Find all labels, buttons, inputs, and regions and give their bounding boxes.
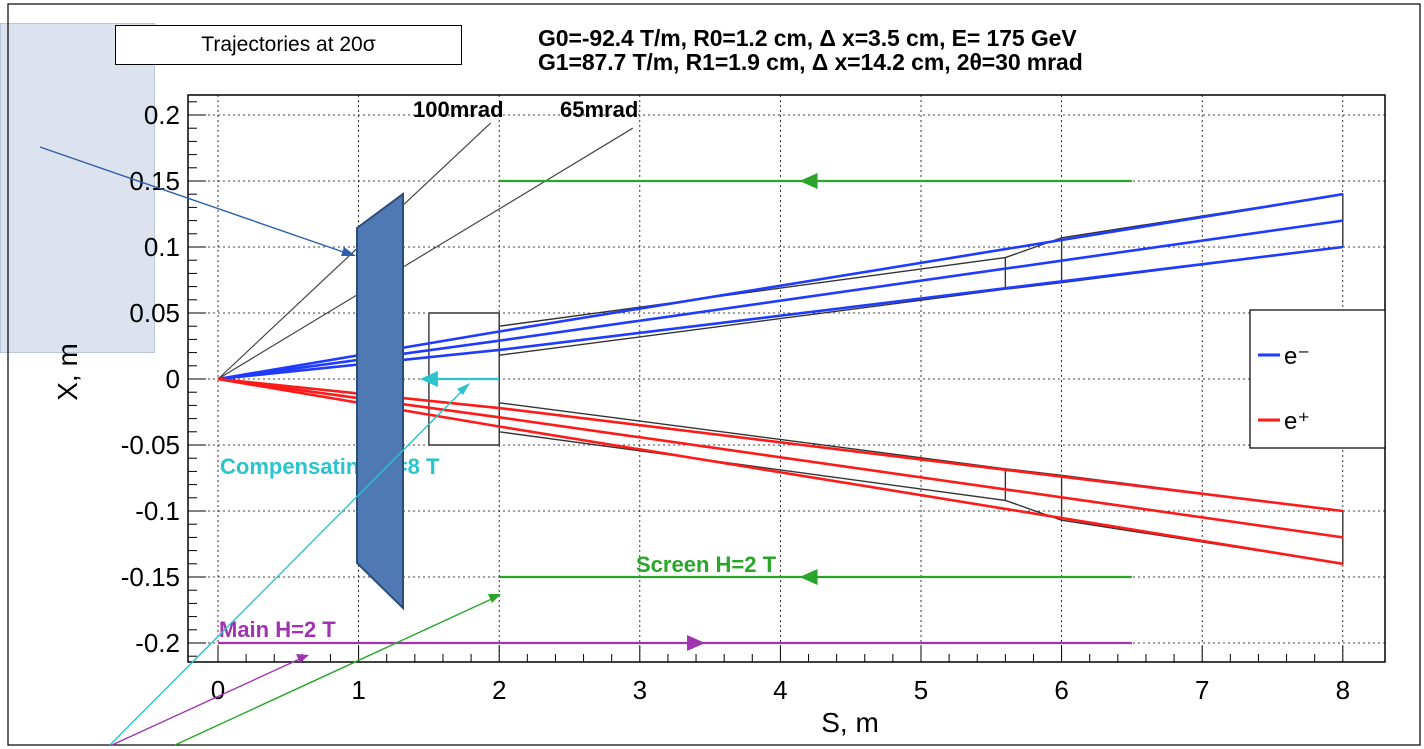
angle-line [217, 127, 634, 380]
x-tick-label: 8 [1336, 675, 1350, 705]
x-tick-label: 3 [633, 675, 647, 705]
pointer-line [174, 596, 497, 746]
angle-line [217, 122, 492, 380]
x-tick-label: 4 [773, 675, 787, 705]
legend-label: e⁻ [1284, 343, 1310, 370]
field-arrow [687, 635, 706, 651]
field-arrow [799, 569, 818, 585]
trajectory-line [217, 377, 1343, 513]
pointer-arrowhead [296, 654, 309, 663]
trajectory-line [217, 377, 1343, 539]
x-tick-label: 7 [1195, 675, 1209, 705]
angle-label: 65mrad [560, 97, 638, 122]
field-arrow [799, 173, 818, 189]
figure-frame [7, 3, 1421, 746]
y-tick-label: -0.2 [135, 628, 180, 658]
trajectory-line [217, 219, 1343, 381]
angle-label: 100mrad [413, 97, 504, 122]
overlay-shape [356, 192, 404, 611]
x-tick-label: 2 [492, 675, 506, 705]
y-tick-label: -0.15 [121, 562, 180, 592]
pointer-line [109, 386, 467, 746]
parameter-line-1: G0=-92.4 T/m, R0=1.2 cm, Δ x=3.5 cm, E= … [538, 25, 1077, 51]
trajectory-line [217, 245, 1343, 381]
x-axis-label: S, m [821, 707, 879, 738]
x-tick-label: 6 [1054, 675, 1068, 705]
pointer-arrowhead [341, 247, 356, 256]
y-axis-label: X, m [52, 343, 83, 401]
parameter-line-2: G1=87.7 T/m, R1=1.9 cm, Δ x=14.2 cm, 2θ=… [538, 49, 1083, 75]
y-tick-label: 0.1 [144, 232, 180, 262]
pointer-arrowhead [488, 594, 501, 603]
field-label-compensating: Compensating H=8 T [220, 454, 440, 479]
x-tick-label: 5 [914, 675, 928, 705]
y-tick-label: 0.2 [144, 100, 180, 130]
x-tick-label: 0 [211, 675, 225, 705]
field-arrow [419, 371, 438, 387]
pointer-line [39, 146, 353, 256]
pointer-arrowhead [457, 383, 470, 395]
chart-title: Trajectories at 20σ [115, 25, 462, 65]
y-tick-label: 0.05 [129, 298, 180, 328]
y-tick-label: 0 [166, 364, 180, 394]
y-tick-label: -0.05 [121, 430, 180, 460]
legend-box [1249, 309, 1386, 449]
x-tick-label: 1 [351, 675, 365, 705]
field-label-main: Main H=2 T [219, 617, 336, 642]
trajectory-line [217, 192, 1344, 381]
y-tick-label: -0.1 [135, 496, 180, 526]
field-label-screen: Screen H=2 T [636, 552, 777, 577]
trajectory-line [217, 377, 1344, 566]
pointer-line [111, 656, 305, 746]
side-annotation-panel [0, 23, 155, 353]
legend-label: e⁺ [1284, 408, 1310, 435]
